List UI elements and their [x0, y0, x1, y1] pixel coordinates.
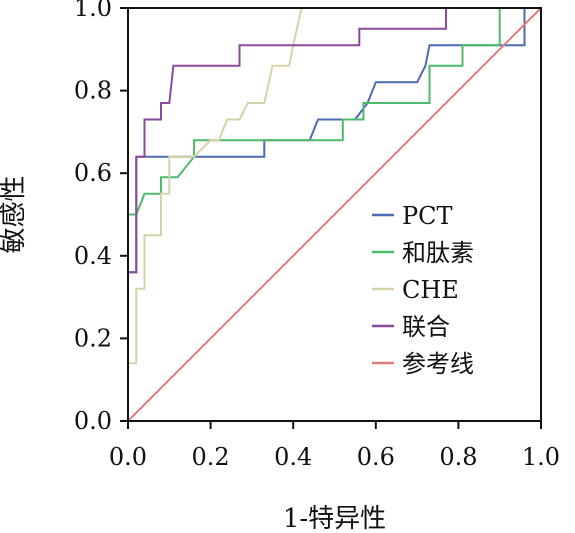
axis-ticks: 0.0 0.2 0.4 0.6 0.8 1.0 0.0 0.2 0.4 0.6 0.8 1.0 [74, 0, 560, 471]
y-tick-label: 1.0 [74, 0, 112, 22]
y-tick-label: 0.8 [74, 77, 112, 105]
series-line-4 [127, 7, 542, 422]
x-tick-label: 0.4 [274, 443, 312, 471]
legend-label-1: 和肽素 [402, 239, 474, 267]
x-tick-label: 0.8 [439, 443, 477, 471]
series-line-1 [127, 7, 541, 252]
x-tick-label: 0.6 [357, 443, 395, 471]
series-line-2 [128, 7, 541, 365]
x-tick-label: 1.0 [522, 443, 560, 471]
y-tick-label: 0.0 [74, 407, 112, 435]
y-tick-label: 0.2 [74, 324, 112, 352]
legend-label-0: PCT [402, 202, 453, 230]
x-axis-title: 1-特异性 [283, 504, 386, 533]
plot-frame [127, 7, 542, 422]
x-tick-label: 0.2 [192, 443, 230, 471]
y-tick-label: 0.6 [74, 159, 112, 187]
legend-label-3: 联合 [402, 313, 450, 341]
roc-curves [127, 7, 542, 422]
y-axis-title: 敏感性 [0, 175, 29, 253]
legend-label-2: CHE [402, 276, 459, 304]
series-line-3 [128, 7, 541, 274]
x-tick-label: 0.0 [109, 443, 147, 471]
legend-label-4: 参考线 [402, 350, 474, 378]
y-tick-label: 0.4 [74, 242, 112, 270]
